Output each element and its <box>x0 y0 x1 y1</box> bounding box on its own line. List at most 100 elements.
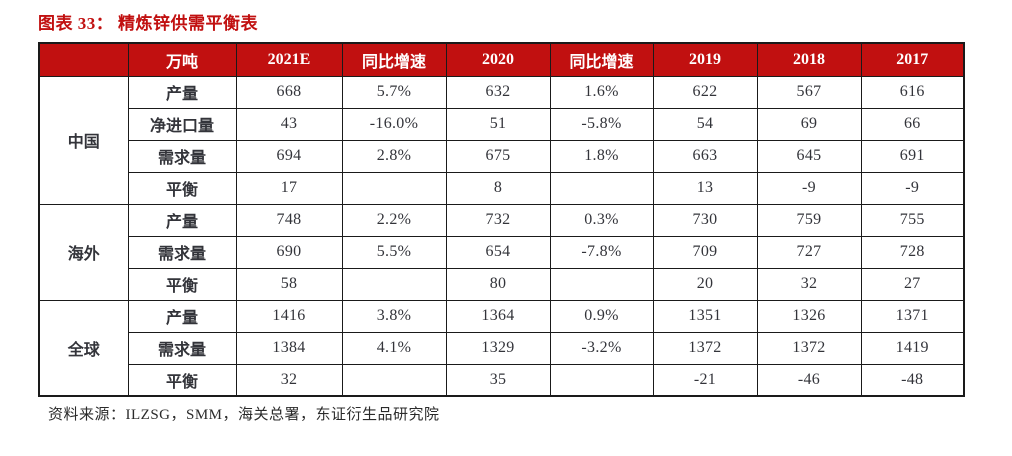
table-row: 净进口量 43 -16.0% 51 -5.8% 54 69 66 <box>39 107 965 141</box>
value-cell: 66 <box>860 107 965 141</box>
value-cell: 1351 <box>652 299 758 333</box>
value-cell: 58 <box>235 267 343 301</box>
value-cell: -21 <box>652 363 758 397</box>
table-row: 需求量 1384 4.1% 1329 -3.2% 1372 1372 1419 <box>39 331 965 365</box>
header-cell-0 <box>38 42 129 77</box>
row-label-cell: 平衡 <box>127 171 237 205</box>
value-cell: 727 <box>756 235 862 269</box>
value-cell: 1419 <box>860 331 965 365</box>
source-note: 资料来源：ILZSG，SMM，海关总署，东证衍生品研究院 <box>48 407 440 423</box>
value-cell <box>549 363 654 397</box>
value-cell: 1.8% <box>549 139 654 173</box>
value-cell <box>341 171 447 205</box>
value-cell: 1384 <box>235 331 343 365</box>
value-cell: 8 <box>445 171 551 205</box>
group-cell: 海外 <box>38 203 129 301</box>
table-row: 中国 产量 668 5.7% 632 1.6% 622 567 616 <box>38 75 965 205</box>
value-cell: 663 <box>652 139 758 173</box>
value-cell: -48 <box>860 363 965 397</box>
value-cell: 632 <box>445 75 551 109</box>
value-cell: -5.8% <box>549 107 654 141</box>
value-cell: 567 <box>756 75 862 109</box>
value-cell: 2.8% <box>341 139 447 173</box>
value-cell: 1326 <box>756 299 862 333</box>
value-cell: 755 <box>860 203 965 237</box>
value-cell: 1364 <box>445 299 551 333</box>
value-cell: 4.1% <box>341 331 447 365</box>
header-cell-4: 2020 <box>445 42 551 77</box>
value-cell: 20 <box>652 267 758 301</box>
value-cell: 27 <box>860 267 965 301</box>
value-cell: 1371 <box>860 299 965 333</box>
header-cell-8: 2017 <box>860 42 965 77</box>
row-label-cell: 平衡 <box>127 267 237 301</box>
value-cell: -3.2% <box>549 331 654 365</box>
row-label-cell: 需求量 <box>127 139 237 173</box>
table-row: 海外 产量 748 2.2% 732 0.3% 730 759 755 <box>38 203 965 301</box>
header-cell-7: 2018 <box>756 42 862 77</box>
value-cell: 1329 <box>445 331 551 365</box>
value-cell: 1.6% <box>549 75 654 109</box>
value-cell: 748 <box>235 203 343 237</box>
table-header: 万吨 2021E 同比增速 2020 同比增速 2019 2018 2017 <box>38 42 965 77</box>
value-cell: 54 <box>652 107 758 141</box>
group-cell: 全球 <box>38 299 129 397</box>
table-body: 中国 产量 668 5.7% 632 1.6% 622 567 616 净进口量 43 -16.0% 5… <box>38 75 965 397</box>
value-cell: 69 <box>756 107 862 141</box>
header-row: 万吨 2021E 同比增速 2020 同比增速 2019 2018 2017 <box>38 42 965 77</box>
value-cell: -9 <box>756 171 862 205</box>
value-cell: 32 <box>756 267 862 301</box>
value-cell: 616 <box>860 75 965 109</box>
value-cell: 709 <box>652 235 758 269</box>
value-cell <box>549 267 654 301</box>
value-cell: -16.0% <box>341 107 447 141</box>
table-row: 需求量 690 5.5% 654 -7.8% 709 727 728 <box>39 235 965 269</box>
row-label-cell: 产量 <box>127 75 237 109</box>
value-cell: -9 <box>860 171 965 205</box>
header-cell-2: 2021E <box>235 42 343 77</box>
value-cell: 730 <box>652 203 758 237</box>
value-cell: 668 <box>235 75 343 109</box>
table-row: 需求量 694 2.8% 675 1.8% 663 645 691 <box>39 139 965 173</box>
supply-demand-balance-table: 万吨 2021E 同比增速 2020 同比增速 2019 2018 2017 中国 产量 668 5… <box>38 42 965 397</box>
value-cell <box>341 363 447 397</box>
header-cell-3: 同比增速 <box>341 42 447 77</box>
value-cell: -7.8% <box>549 235 654 269</box>
value-cell: 654 <box>445 235 551 269</box>
value-cell: 35 <box>445 363 551 397</box>
value-cell: 645 <box>756 139 862 173</box>
value-cell: -46 <box>756 363 862 397</box>
value-cell: 3.8% <box>341 299 447 333</box>
value-cell: 1372 <box>756 331 862 365</box>
value-cell: 1372 <box>652 331 758 365</box>
value-cell: 622 <box>652 75 758 109</box>
header-cell-6: 2019 <box>652 42 758 77</box>
value-cell: 13 <box>652 171 758 205</box>
row-label-cell: 需求量 <box>127 235 237 269</box>
group-cell: 中国 <box>38 75 129 205</box>
table-row: 平衡 58 80 20 32 27 <box>39 267 965 301</box>
row-label-cell: 产量 <box>127 203 237 237</box>
value-cell: 32 <box>235 363 343 397</box>
value-cell: 17 <box>235 171 343 205</box>
value-cell: 80 <box>445 267 551 301</box>
value-cell: 675 <box>445 139 551 173</box>
row-label-cell: 需求量 <box>127 331 237 365</box>
table-row: 全球 产量 1416 3.8% 1364 0.9% 1351 1326 1371 <box>38 299 965 397</box>
value-cell: 694 <box>235 139 343 173</box>
value-cell <box>341 267 447 301</box>
value-cell: 51 <box>445 107 551 141</box>
value-cell: 0.3% <box>549 203 654 237</box>
value-cell: 759 <box>756 203 862 237</box>
header-cell-5: 同比增速 <box>549 42 654 77</box>
value-cell: 1416 <box>235 299 343 333</box>
table-row: 平衡 32 35 -21 -46 -48 <box>39 363 965 397</box>
value-cell: 0.9% <box>549 299 654 333</box>
value-cell: 732 <box>445 203 551 237</box>
row-label-cell: 净进口量 <box>127 107 237 141</box>
value-cell: 5.7% <box>341 75 447 109</box>
value-cell <box>549 171 654 205</box>
row-label-cell: 产量 <box>127 299 237 333</box>
value-cell: 2.2% <box>341 203 447 237</box>
value-cell: 690 <box>235 235 343 269</box>
